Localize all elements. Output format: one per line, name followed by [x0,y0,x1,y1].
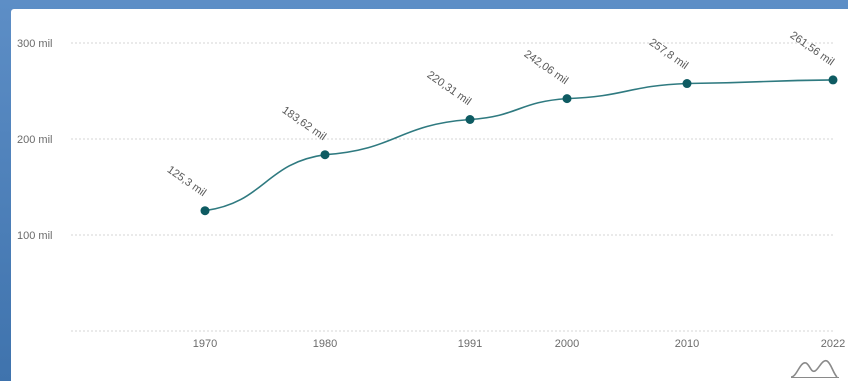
x-tick-label: 1980 [313,338,337,350]
x-tick-label: 1970 [193,338,217,350]
series-layer [200,75,838,216]
series-line [204,79,834,212]
data-label: 261,56 mil [788,29,836,68]
data-point[interactable] [320,150,330,160]
data-point[interactable] [562,94,572,104]
x-tick-label: 2000 [555,338,579,350]
data-label: 183,62 mil [280,104,328,143]
x-axis: 1970 1980 1991 2000 2010 2022 [193,338,845,350]
data-label: 242,06 mil [522,48,570,87]
data-point[interactable] [200,206,210,216]
y-tick-label: 200 mil [17,134,52,146]
y-tick-label: 100 mil [17,230,52,242]
data-label: 125,3 mil [165,164,208,199]
data-label: 257,8 mil [647,37,690,72]
grid-layer [71,42,833,332]
data-point[interactable] [682,79,692,89]
x-tick-label: 2010 [675,338,699,350]
data-label: 220,31 mil [425,69,473,108]
data-point[interactable] [465,115,475,125]
line-chart: 100 mil 200 mil 300 mil 1970 1980 1991 2000 20… [17,29,845,378]
chart-panel: 100 mil 200 mil 300 mil 1970 1980 1991 2000 20… [11,9,848,381]
line-chart-icon[interactable] [790,359,839,378]
y-tick-label: 300 mil [17,38,52,50]
data-point[interactable] [828,75,838,85]
x-tick-label: 2022 [821,338,845,350]
y-axis: 100 mil 200 mil 300 mil [17,38,52,242]
x-tick-label: 1991 [458,338,482,350]
